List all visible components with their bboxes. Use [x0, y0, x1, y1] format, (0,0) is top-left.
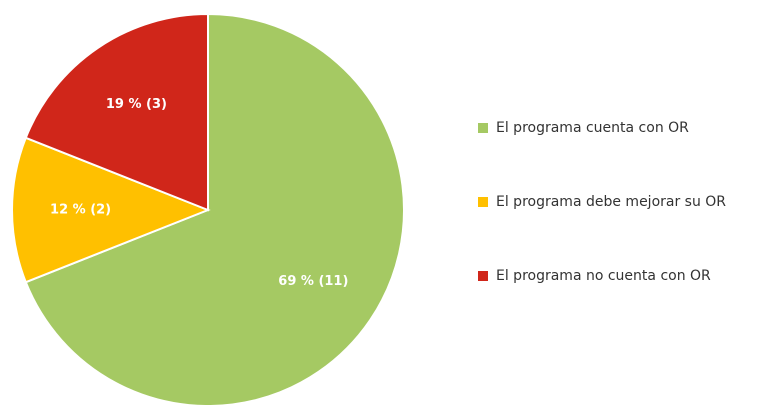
value-label: 19 % (3) — [106, 97, 167, 112]
pie-slice — [24, 12, 209, 212]
legend-swatch — [478, 271, 488, 281]
legend-swatch — [478, 197, 488, 207]
pie-slice — [11, 136, 211, 284]
legend-label: El programa debe mejorar su OR — [496, 194, 726, 210]
value-label: 12 % (2) — [50, 203, 111, 218]
legend-swatch — [478, 123, 488, 133]
value-label: 69 % (11) — [278, 274, 348, 289]
legend-label: El programa no cuenta con OR — [496, 268, 711, 284]
legend-label: El programa cuenta con OR — [496, 120, 689, 136]
pie-slice — [24, 12, 405, 405]
